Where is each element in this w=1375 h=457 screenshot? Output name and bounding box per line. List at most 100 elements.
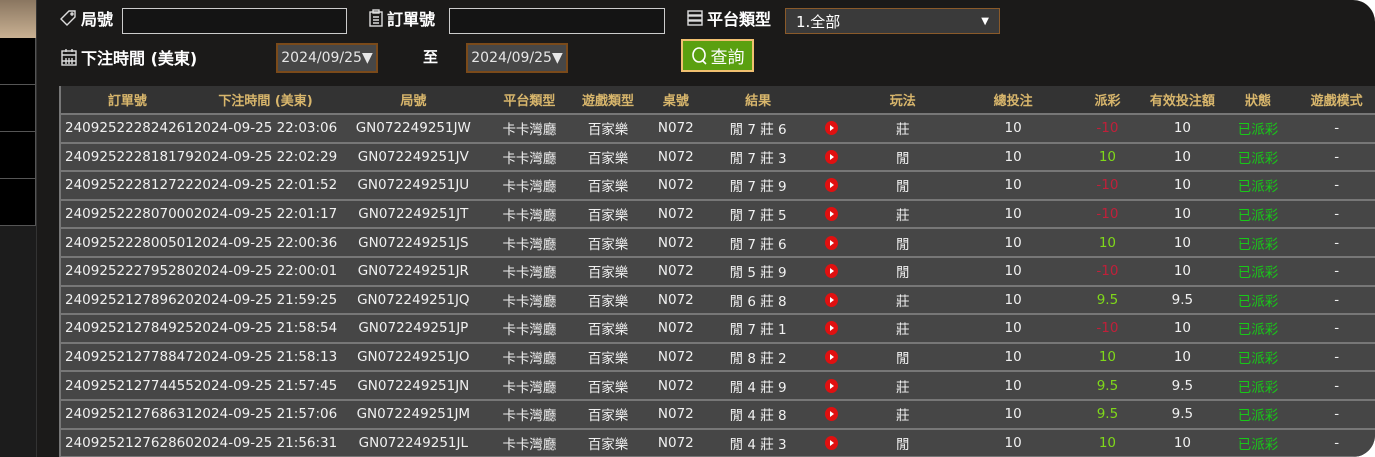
play-video-icon[interactable]	[824, 407, 838, 422]
total-bet-cell: 10	[954, 228, 1072, 258]
play-video-icon[interactable]	[824, 292, 838, 307]
sidebar-item[interactable]	[0, 38, 36, 85]
status-cell: 已派彩	[1221, 228, 1295, 258]
query-button[interactable]: 查詢	[681, 39, 754, 72]
payout-cell: 10	[1071, 428, 1144, 457]
round-id-cell: GN072249251JW	[337, 114, 490, 144]
platform-cell: 卡卡灣廳	[489, 314, 570, 344]
table-id-cell: N072	[646, 256, 705, 287]
play-video-icon[interactable]	[824, 178, 838, 193]
total-bet-cell: 10	[954, 171, 1072, 201]
replay-cell	[811, 399, 852, 430]
order-id-cell: 240925222795280	[59, 256, 194, 287]
play-video-icon[interactable]	[824, 435, 838, 450]
table-id-cell: N072	[646, 314, 705, 344]
status-cell: 已派彩	[1221, 399, 1295, 430]
bet-type-cell: 閒	[851, 256, 955, 287]
platform-select[interactable]: 1.全部 ▼	[785, 8, 1000, 34]
round-id-cell: GN072249251JU	[337, 171, 490, 201]
column-header: 平台類型	[489, 86, 570, 115]
replay-cell	[811, 371, 852, 401]
payout-cell: 9.5	[1071, 371, 1144, 401]
game-mode-cell: -	[1294, 199, 1375, 230]
play-video-icon[interactable]	[824, 378, 838, 393]
game-type-cell: 百家樂	[569, 371, 647, 401]
column-header: 遊戲類型	[569, 86, 647, 115]
game-type-cell: 百家樂	[569, 428, 647, 457]
sidebar-header	[0, 0, 36, 38]
bet-time-cell: 2024-09-25 21:58:13	[193, 342, 338, 373]
column-header: 訂單號	[59, 86, 194, 115]
round-id-cell: GN072249251JP	[337, 314, 490, 344]
platform-cell: 卡卡灣廳	[489, 399, 570, 430]
table-id-cell: N072	[646, 199, 705, 230]
column-header: 局號	[337, 86, 490, 115]
sidebar-item[interactable]	[0, 85, 36, 132]
round-id-cell: GN072249251JS	[337, 228, 490, 258]
result-cell: 閒 4 莊 9	[704, 371, 812, 401]
replay-cell	[811, 171, 852, 201]
round-input[interactable]	[122, 8, 347, 34]
replay-cell	[811, 428, 852, 457]
game-type-cell: 百家樂	[569, 256, 647, 287]
clipboard-icon	[369, 9, 383, 27]
column-header: 玩法	[851, 86, 955, 115]
play-video-icon[interactable]	[824, 207, 838, 222]
total-bet-cell: 10	[954, 428, 1072, 457]
result-cell: 閒 8 莊 2	[704, 342, 812, 373]
play-video-icon[interactable]	[824, 121, 838, 136]
table-row: 240925222800501 2024-09-25 22:00:36 GN0722…	[59, 228, 1375, 258]
sidebar-item[interactable]	[0, 132, 36, 179]
order-id-cell: 240925212784925	[59, 314, 194, 344]
bet-time-cell: 2024-09-25 22:01:52	[193, 171, 338, 201]
game-type-cell: 百家樂	[569, 314, 647, 344]
bet-type-cell: 閒	[851, 228, 955, 258]
total-bet-cell: 10	[954, 342, 1072, 373]
valid-bet-cell: 10	[1143, 228, 1222, 258]
game-type-cell: 百家樂	[569, 228, 647, 258]
valid-bet-cell: 10	[1143, 171, 1222, 201]
payout-cell: 10	[1071, 228, 1144, 258]
table-row: 240925222795280 2024-09-25 22:00:01 GN0722…	[59, 256, 1375, 287]
order-id-cell: 240925222818179	[59, 142, 194, 173]
play-video-icon[interactable]	[824, 149, 838, 164]
table-row: 240925212774455 2024-09-25 21:57:45 GN0722…	[59, 371, 1375, 401]
play-video-icon[interactable]	[824, 350, 838, 365]
bet-type-cell: 閒	[851, 428, 955, 457]
bet-type-cell: 莊	[851, 371, 955, 401]
play-video-icon[interactable]	[824, 321, 838, 336]
play-video-icon[interactable]	[824, 235, 838, 250]
round-id-cell: GN072249251JO	[337, 342, 490, 373]
valid-bet-cell: 9.5	[1143, 285, 1222, 316]
table-row: 240925212762860 2024-09-25 21:56:31 GN0722…	[59, 428, 1375, 457]
bet-time-cell: 2024-09-25 22:00:01	[193, 256, 338, 287]
payout-cell: 10	[1071, 342, 1144, 373]
game-mode-cell: -	[1294, 285, 1375, 316]
platform-cell: 卡卡灣廳	[489, 171, 570, 201]
result-cell: 閒 7 莊 6	[704, 228, 812, 258]
result-cell: 閒 4 莊 8	[704, 399, 812, 430]
sidebar-item[interactable]	[0, 179, 36, 226]
column-header: 遊戲模式	[1294, 86, 1375, 115]
bet-type-cell: 莊	[851, 285, 955, 316]
bet-time-cell: 2024-09-25 21:59:25	[193, 285, 338, 316]
server-icon	[687, 10, 703, 26]
round-id-cell: GN072249251JV	[337, 142, 490, 173]
date-to-picker[interactable]: 2024/09/25▼	[466, 43, 568, 73]
order-id-cell: 240925212762860	[59, 428, 194, 457]
game-mode-cell: -	[1294, 171, 1375, 201]
platform-cell: 卡卡灣廳	[489, 114, 570, 144]
order-input[interactable]	[449, 8, 665, 34]
valid-bet-cell: 10	[1143, 114, 1222, 144]
table-row: 240925212784925 2024-09-25 21:58:54 GN0722…	[59, 314, 1375, 344]
valid-bet-cell: 10	[1143, 142, 1222, 173]
round-label: 局號	[60, 6, 113, 30]
date-from-picker[interactable]: 2024/09/25▼	[276, 43, 378, 73]
time-label: 下注時間 (美東)	[60, 45, 197, 69]
table-id-cell: N072	[646, 114, 705, 144]
result-cell: 閒 6 莊 8	[704, 285, 812, 316]
order-id-cell: 240925222812722	[59, 171, 194, 201]
bet-type-cell: 閒	[851, 142, 955, 173]
play-video-icon[interactable]	[824, 264, 838, 279]
payout-cell: -10	[1071, 256, 1144, 287]
